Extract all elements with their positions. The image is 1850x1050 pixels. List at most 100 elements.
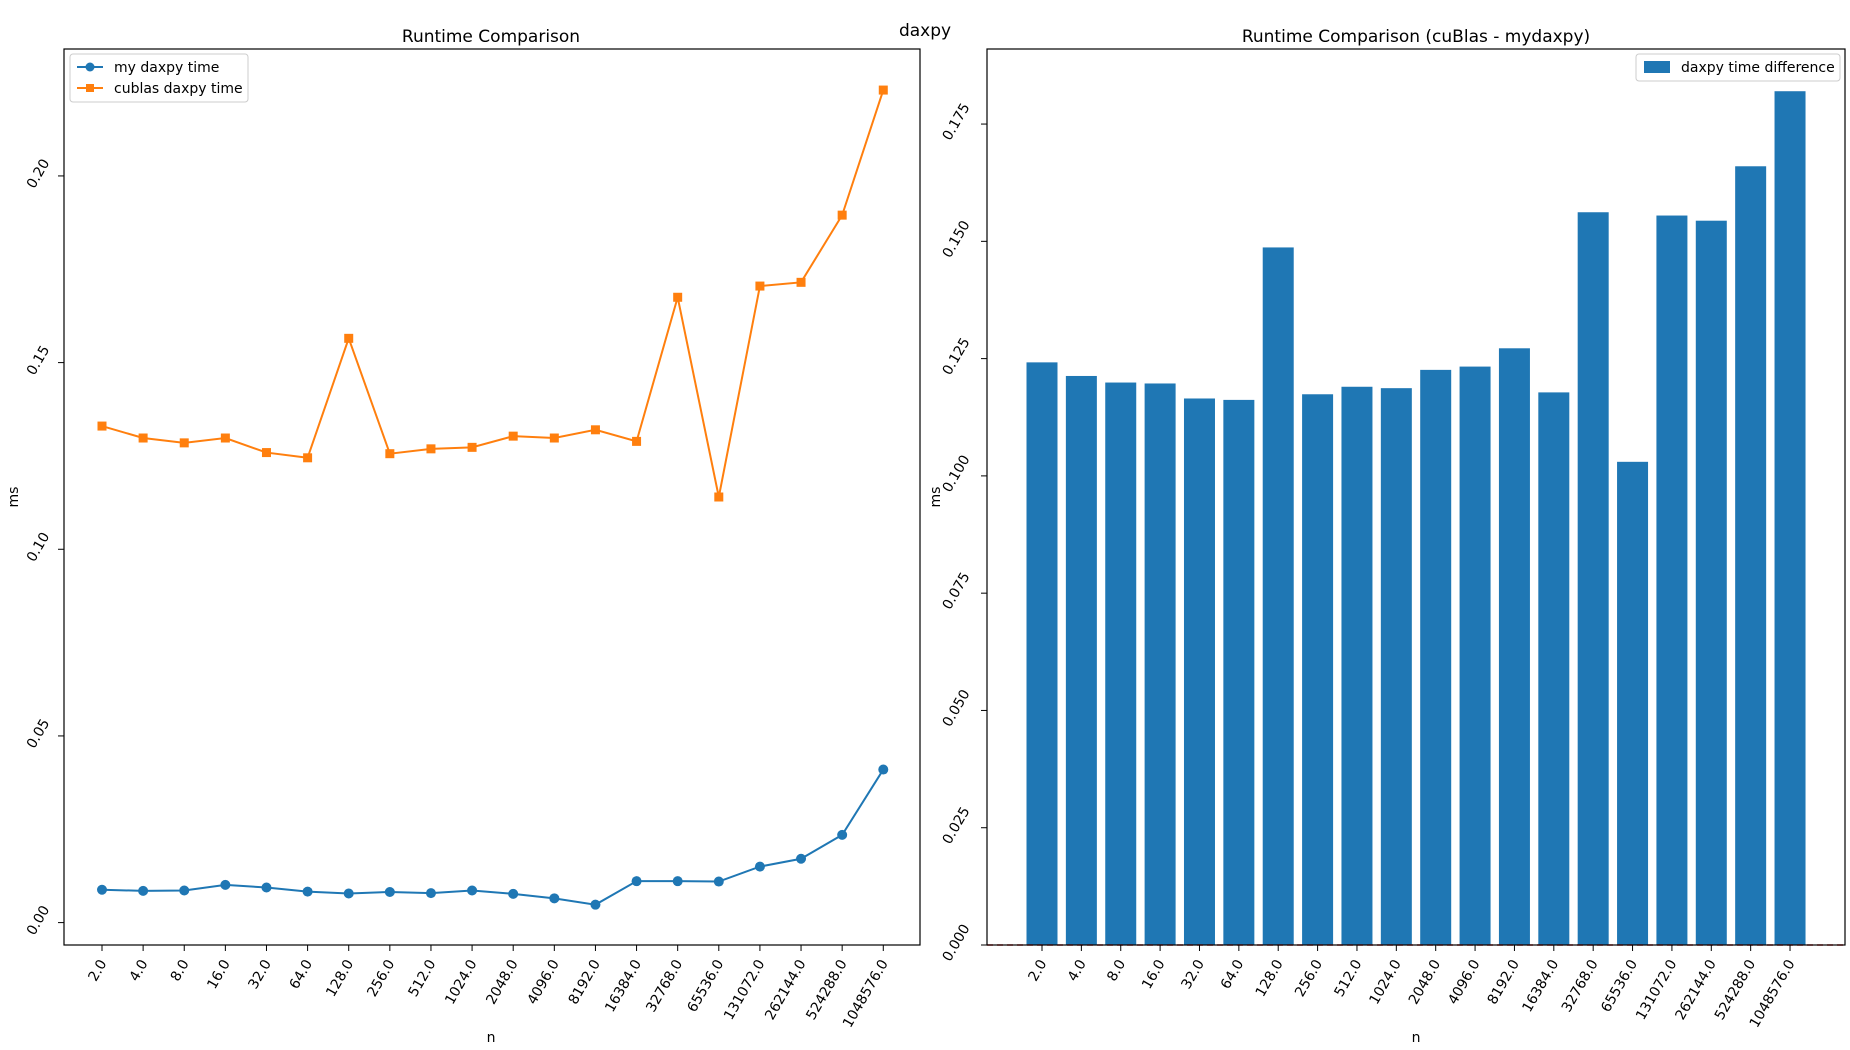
- legend-label-daxpy-difference: daxpy time difference: [1681, 60, 1835, 76]
- data-point-my-daxpy-time: [97, 884, 107, 895]
- data-point-cublas-daxpy-time: [714, 492, 724, 502]
- bar-chart-bars: [1026, 91, 1806, 946]
- y-tick-label: 0.15: [24, 343, 53, 378]
- x-tick-label: 2.0: [1025, 957, 1050, 984]
- y-tick-label: 0.150: [940, 218, 974, 261]
- data-point-cublas-daxpy-time: [549, 433, 559, 443]
- data-point-cublas-daxpy-time: [590, 425, 600, 435]
- bar: [1538, 392, 1570, 945]
- line-chart-x-axis: 2.0 4.0 8.0 16.0 32.0 64.0 128.0 256.0 512.0 1024…: [85, 945, 892, 1031]
- bar: [1774, 91, 1806, 945]
- data-point-my-daxpy-time: [796, 853, 807, 864]
- x-tick-label: 512.0: [406, 957, 440, 1000]
- bar-chart-frame: [986, 48, 1846, 946]
- x-tick-label: 512.0: [1332, 957, 1366, 1000]
- y-tick-label: 0.10: [24, 530, 53, 565]
- x-tick-label: 2.0: [85, 957, 110, 984]
- y-tick-label: 0.050: [940, 687, 974, 730]
- bar-chart-title: Runtime Comparison (cuBlas - mydaxpy): [1242, 27, 1590, 47]
- data-point-my-daxpy-time: [220, 879, 231, 890]
- data-point-my-daxpy-time: [590, 899, 601, 910]
- data-point-my-daxpy-time: [343, 888, 354, 899]
- line-chart-series: [97, 85, 889, 910]
- y-tick-label: 0.075: [940, 570, 974, 613]
- data-point-my-daxpy-time: [467, 885, 478, 896]
- data-point-cublas-daxpy-time: [344, 333, 354, 343]
- x-tick-label: 1024.0: [1366, 957, 1404, 1007]
- x-tick-label: 4.0: [1065, 957, 1090, 984]
- x-tick-label: 131072.0: [721, 957, 768, 1023]
- x-tick-label: 32.0: [246, 957, 275, 992]
- x-tick-label: 65536.0: [1598, 957, 1641, 1015]
- legend-frame: [69, 53, 249, 103]
- bar: [1223, 399, 1255, 945]
- line-chart-title: Runtime Comparison: [402, 27, 580, 47]
- bar-chart-y-axis: 0.000 0.025 0.050 0.075 0.100 0.125 0.150 0.175: [940, 101, 987, 964]
- data-point-cublas-daxpy-time: [220, 433, 230, 443]
- x-tick-label: 16384.0: [1519, 957, 1562, 1015]
- data-point-cublas-daxpy-time: [508, 431, 518, 441]
- data-point-my-daxpy-time: [754, 861, 765, 872]
- x-tick-label: 4096.0: [524, 957, 562, 1007]
- y-tick-label: 0.20: [24, 156, 53, 191]
- line-chart-plot-area: [63, 48, 921, 946]
- bar-chart-xlabel: n: [1412, 1030, 1421, 1046]
- x-tick-label: 4096.0: [1445, 957, 1483, 1007]
- y-tick-label: 0.125: [940, 335, 974, 378]
- bar: [1420, 369, 1452, 945]
- x-tick-label: 65536.0: [684, 957, 727, 1015]
- data-point-my-daxpy-time: [302, 886, 313, 897]
- figure-suptitle: daxpy: [899, 21, 951, 41]
- legend-label-my-daxpy: my daxpy time: [114, 60, 219, 76]
- legend-label-cublas-daxpy: cublas daxpy time: [114, 81, 243, 97]
- bar: [1144, 383, 1176, 945]
- data-point-my-daxpy-time: [179, 885, 190, 896]
- data-point-my-daxpy-time: [508, 888, 519, 899]
- data-point-cublas-daxpy-time: [755, 281, 765, 291]
- data-point-cublas-daxpy-time: [467, 442, 477, 452]
- bar: [1065, 375, 1097, 946]
- legend-marker-my-daxpy: [85, 62, 95, 72]
- line-chart: Runtime Comparison 0.000.050.100.150.20 …: [6, 27, 921, 1046]
- x-tick-label: 16.0: [204, 957, 233, 992]
- data-point-cublas-daxpy-time: [673, 292, 683, 302]
- bar: [1380, 388, 1412, 945]
- x-tick-label: 128.0: [323, 957, 357, 1000]
- data-point-cublas-daxpy-time: [97, 421, 107, 431]
- data-point-cublas-daxpy-time: [878, 85, 888, 95]
- bar-chart-ylabel: ms: [928, 487, 944, 508]
- series-line-cublas-daxpy-time: [101, 89, 885, 498]
- x-tick-label: 1024.0: [442, 957, 480, 1007]
- data-point-my-daxpy-time: [631, 876, 642, 887]
- data-point-cublas-daxpy-time: [796, 277, 806, 287]
- bar: [1656, 215, 1688, 945]
- y-tick-label: 0.025: [940, 804, 974, 847]
- x-tick-label: 64.0: [287, 957, 316, 992]
- x-tick-label: 32768.0: [1559, 957, 1602, 1015]
- data-point-cublas-daxpy-time: [303, 453, 313, 463]
- data-point-cublas-daxpy-time: [426, 444, 436, 454]
- data-point-my-daxpy-time: [878, 764, 889, 775]
- data-point-cublas-daxpy-time: [261, 448, 271, 458]
- data-point-cublas-daxpy-time: [179, 438, 189, 448]
- bar: [1262, 247, 1294, 946]
- x-tick-label: 524288.0: [803, 957, 850, 1023]
- legend-marker-cublas-daxpy: [86, 84, 94, 92]
- data-point-cublas-daxpy-time: [385, 449, 395, 459]
- x-tick-label: 2048.0: [483, 957, 521, 1007]
- line-chart-ylabel: ms: [6, 487, 22, 508]
- bar: [1498, 348, 1530, 946]
- line-chart-legend: my daxpy time cublas daxpy time: [69, 53, 249, 103]
- bar: [1302, 394, 1334, 946]
- bar: [1026, 362, 1058, 945]
- bar: [1183, 398, 1215, 945]
- line-chart-y-axis: 0.00 0.05 0.10 0.15 0.20: [24, 156, 64, 938]
- bar-chart-legend: daxpy time difference: [1635, 53, 1841, 82]
- legend-frame: [1635, 53, 1841, 82]
- line-chart-xlabel: n: [487, 1030, 496, 1046]
- legend-swatch-daxpy-difference: [1644, 61, 1670, 73]
- x-tick-label: 8.0: [1104, 957, 1129, 984]
- bar: [1617, 461, 1649, 945]
- x-tick-label: 256.0: [1292, 957, 1326, 1000]
